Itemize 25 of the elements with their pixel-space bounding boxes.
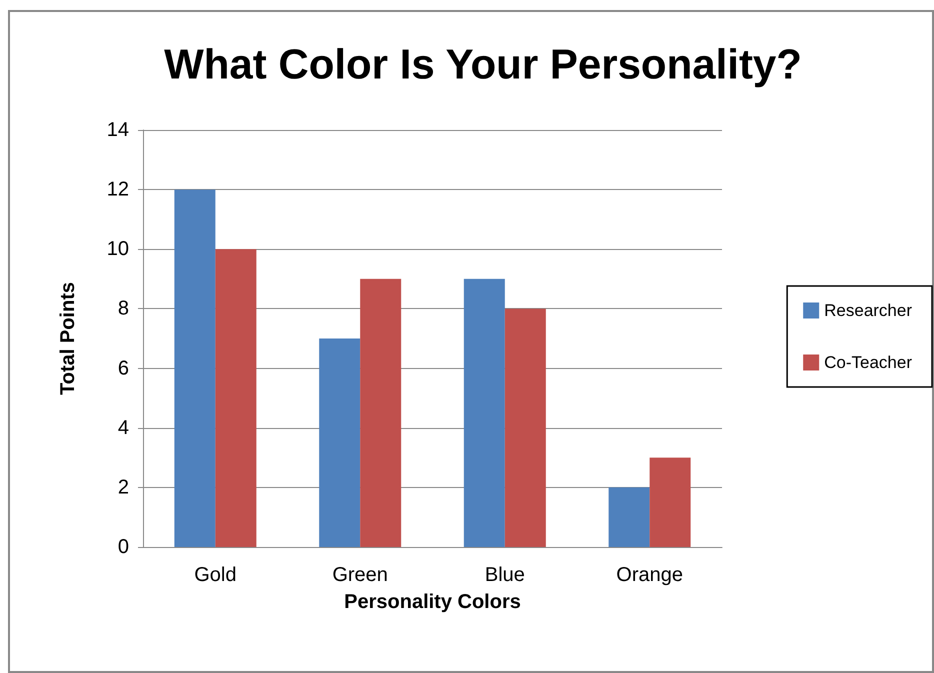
y-tick-label: 14 <box>106 119 129 141</box>
legend-label: Co-Teacher <box>824 353 912 372</box>
bar <box>360 278 402 547</box>
bar <box>608 487 650 547</box>
legend-label: Researcher <box>824 301 912 320</box>
bar <box>504 308 546 547</box>
x-axis-title: Personality Colors <box>344 591 521 613</box>
x-tick-label: Gold <box>194 564 236 586</box>
y-tick-label: 2 <box>118 476 129 498</box>
bar <box>464 278 505 547</box>
y-tick-label: 4 <box>118 416 129 439</box>
bar <box>319 338 360 547</box>
y-tick-label: 6 <box>118 357 129 380</box>
y-tick-label: 10 <box>106 238 129 260</box>
y-tick-label: 12 <box>106 178 129 201</box>
x-tick-label: Green <box>332 564 388 586</box>
chart-title: What Color Is Your Personality? <box>164 40 802 88</box>
y-tick-label: 0 <box>118 536 129 558</box>
bar <box>174 190 216 547</box>
x-tick-label: Blue <box>484 564 525 586</box>
bar <box>215 249 256 547</box>
bar <box>650 458 691 547</box>
y-tick-label: 8 <box>118 298 129 320</box>
x-tick-label: Orange <box>616 564 683 586</box>
y-axis-title: Total Points <box>57 282 79 395</box>
